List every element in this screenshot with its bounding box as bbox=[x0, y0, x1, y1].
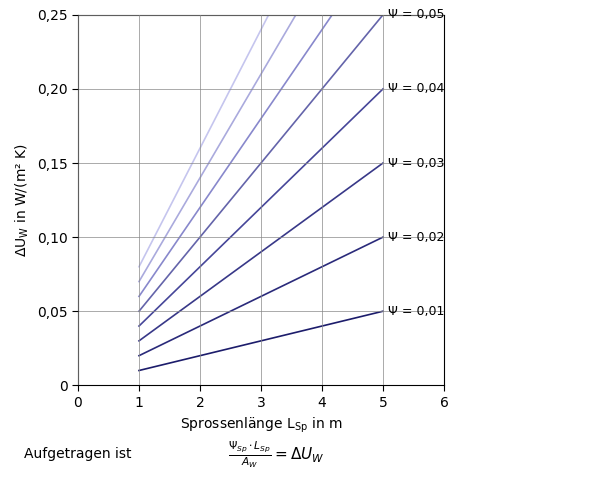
Text: $\frac{\Psi_{Sp} \cdot L_{Sp}}{A_W} = \Delta U_W$: $\frac{\Psi_{Sp} \cdot L_{Sp}}{A_W} = \D… bbox=[228, 439, 325, 470]
Y-axis label: ΔU$_\mathrm{W}$ in W/(m² K): ΔU$_\mathrm{W}$ in W/(m² K) bbox=[14, 143, 31, 257]
Text: Aufgetragen ist: Aufgetragen ist bbox=[24, 448, 131, 461]
Text: Ψ = 0,02: Ψ = 0,02 bbox=[388, 231, 444, 244]
X-axis label: Sprossenlänge L$_\mathrm{Sp}$ in m: Sprossenlänge L$_\mathrm{Sp}$ in m bbox=[179, 415, 343, 435]
Text: Ψ = 0,03: Ψ = 0,03 bbox=[388, 157, 444, 169]
Text: Ψ = 0,04: Ψ = 0,04 bbox=[388, 82, 444, 95]
Text: Ψ = 0,01: Ψ = 0,01 bbox=[388, 305, 444, 318]
Text: Ψ = 0,05: Ψ = 0,05 bbox=[388, 8, 445, 21]
